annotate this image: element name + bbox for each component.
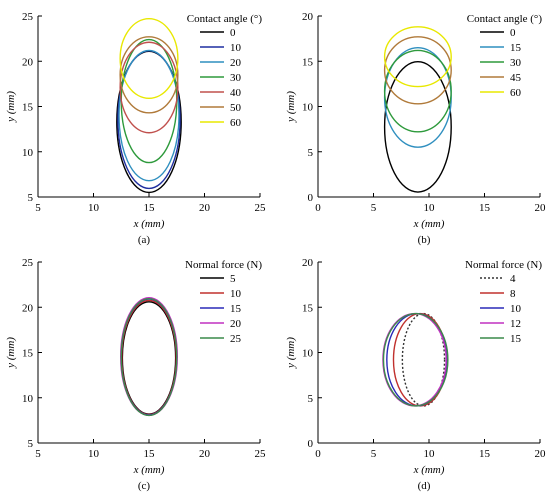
legend-entry-8: 8 [510, 288, 516, 300]
legend-entry-5: 5 [230, 273, 236, 285]
legend-title: Normal force (N) [465, 259, 542, 271]
y-axis-label: y (mm) [5, 91, 17, 123]
chart-panel-2: 0 5 10 15 20 0 5 10 15 20 x (mm) y (mm) (b) Contact a… [285, 11, 546, 246]
series-ellipse-50 [119, 36, 179, 114]
panel-label: (b) [418, 234, 431, 246]
y-tick-label: 20 [302, 257, 314, 269]
y-tick-label: 0 [308, 438, 314, 450]
legend-entry-15: 15 [230, 303, 242, 315]
y-tick-label: 5 [28, 192, 34, 204]
series-ellipse-20 [118, 49, 180, 182]
chart-panel-1: 5 10 15 20 25 5 10 15 20 25 x (mm) y (mm) (a) Contact… [5, 11, 266, 246]
y-tick-label: 20 [22, 56, 34, 68]
legend-title: Contact angle (°) [467, 13, 543, 25]
x-tick-label: 5 [35, 202, 41, 214]
legend-entry-10: 10 [510, 303, 522, 315]
y-tick-label: 15 [22, 348, 34, 360]
legend-entry-60: 60 [510, 87, 522, 99]
chart-panel-4: 0 5 10 15 20 0 5 10 15 20 x (mm) y (mm) (d) Normal fo… [285, 257, 546, 492]
legend-entry-40: 40 [230, 87, 242, 99]
legend-entry-20: 20 [230, 57, 242, 69]
x-tick-label: 10 [88, 202, 100, 214]
y-tick-label: 25 [22, 257, 34, 269]
legend-entry-60: 60 [230, 117, 242, 129]
x-tick-label: 0 [315, 448, 321, 460]
legend-title: Contact angle (°) [187, 13, 263, 25]
y-tick-label: 10 [302, 102, 314, 114]
x-tick-label: 5 [371, 202, 377, 214]
y-tick-label: 20 [22, 302, 34, 314]
y-tick-label: 10 [22, 147, 34, 159]
x-axis-label: x (mm) [133, 464, 165, 476]
series-ellipse-45 [383, 36, 452, 105]
y-tick-label: 10 [302, 348, 314, 360]
series-ellipse-30 [383, 49, 452, 133]
x-tick-label: 15 [144, 202, 156, 214]
legend-entry-30: 30 [510, 57, 522, 69]
x-tick-label: 25 [255, 202, 267, 214]
legend-entry-10: 10 [230, 42, 242, 54]
panel-label: (c) [138, 480, 151, 492]
x-axis-label: x (mm) [413, 218, 445, 230]
y-tick-label: 20 [302, 11, 314, 23]
x-tick-label: 15 [479, 202, 491, 214]
legend-entry-50: 50 [230, 102, 242, 114]
x-tick-label: 10 [424, 202, 436, 214]
x-tick-label: 20 [535, 202, 547, 214]
series-ellipse-40 [119, 41, 179, 134]
x-tick-label: 15 [479, 448, 491, 460]
legend-entry-12: 12 [510, 318, 521, 330]
x-tick-label: 20 [199, 448, 211, 460]
series-ellipse-25 [120, 297, 178, 417]
x-tick-label: 20 [199, 202, 211, 214]
x-tick-label: 5 [35, 448, 41, 460]
y-axis-label: y (mm) [5, 337, 17, 369]
x-tick-label: 20 [535, 448, 547, 460]
series-ellipse-30 [120, 38, 178, 164]
chart-panel-3: 5 10 15 20 25 5 10 15 20 25 x (mm) y (mm) (c) Normal … [5, 257, 266, 492]
legend-entry-10: 10 [230, 288, 242, 300]
legend-entry-15: 15 [510, 42, 522, 54]
panel-label: (a) [138, 234, 151, 246]
y-tick-label: 15 [22, 102, 34, 114]
legend-entry-30: 30 [230, 72, 242, 84]
y-axis-label: y (mm) [285, 337, 297, 369]
legend-entry-15: 15 [510, 333, 522, 345]
series-ellipse-15 [382, 312, 449, 407]
x-tick-label: 25 [255, 448, 267, 460]
legend-title: Normal force (N) [185, 259, 262, 271]
y-tick-label: 15 [302, 56, 314, 68]
y-tick-label: 5 [308, 393, 314, 405]
y-tick-label: 10 [22, 393, 34, 405]
legend-entry-45: 45 [510, 72, 522, 84]
y-tick-label: 5 [28, 438, 34, 450]
series-ellipse-5 [121, 301, 177, 415]
legend-entry-0: 0 [510, 27, 516, 39]
x-axis-label: x (mm) [133, 218, 165, 230]
series-ellipse-10 [121, 299, 177, 416]
legend-entry-4: 4 [510, 273, 516, 285]
y-tick-label: 0 [308, 192, 314, 204]
x-tick-label: 5 [371, 448, 377, 460]
series-ellipse-60 [383, 26, 452, 88]
series-ellipse-60 [119, 18, 179, 100]
x-tick-label: 15 [144, 448, 156, 460]
x-tick-label: 10 [424, 448, 436, 460]
y-axis-label: y (mm) [285, 91, 297, 123]
series-ellipse-0 [383, 61, 452, 193]
x-axis-label: x (mm) [413, 464, 445, 476]
y-tick-label: 25 [22, 11, 34, 23]
legend-entry-25: 25 [230, 333, 242, 345]
series-ellipse-4 [401, 312, 446, 407]
x-tick-label: 10 [88, 448, 100, 460]
y-tick-label: 5 [308, 147, 314, 159]
y-tick-label: 15 [302, 302, 314, 314]
x-tick-label: 0 [315, 202, 321, 214]
panel-label: (d) [418, 480, 431, 492]
legend-entry-20: 20 [230, 318, 242, 330]
legend-entry-0: 0 [230, 27, 236, 39]
